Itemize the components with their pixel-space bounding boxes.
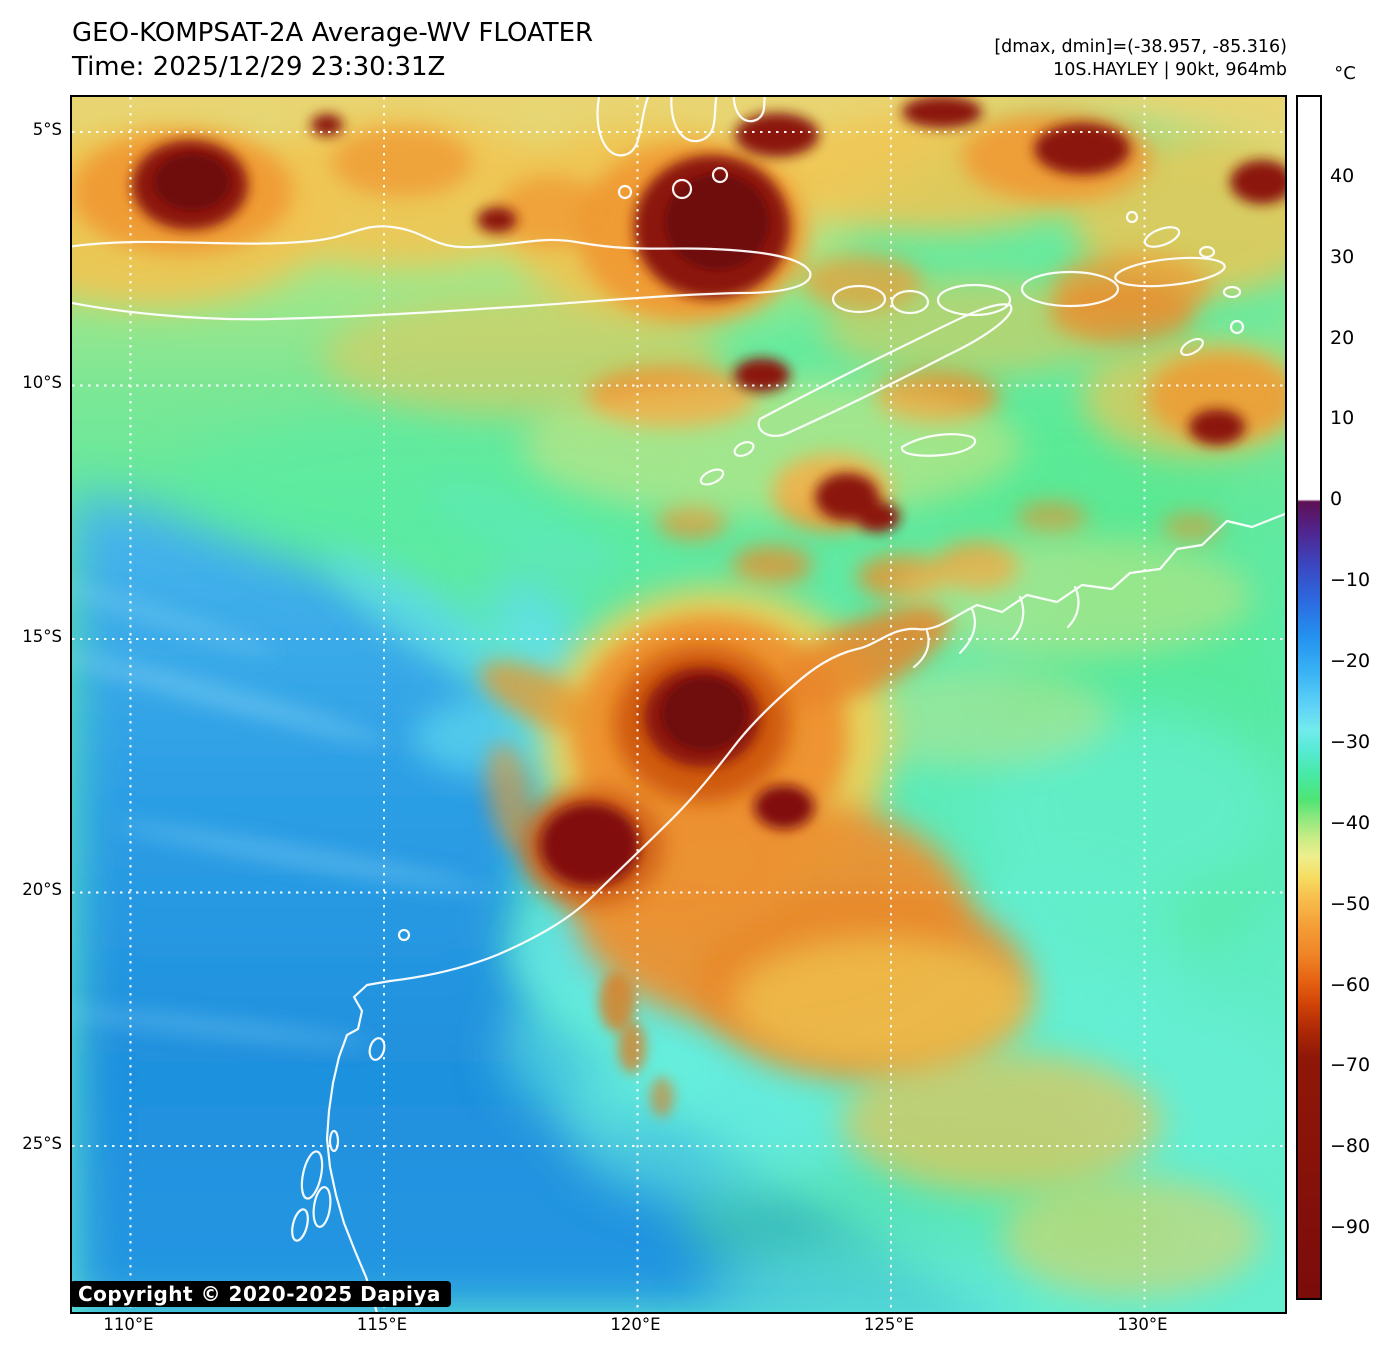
colorbar-tick: −10 bbox=[1330, 569, 1371, 592]
colorbar-tick: −20 bbox=[1330, 650, 1371, 673]
colorbar-tick: −60 bbox=[1330, 973, 1371, 996]
title-block: GEO-KOMPSAT-2A Average-WV FLOATER Time: … bbox=[72, 16, 593, 85]
lat-tick-label: 15°S bbox=[22, 626, 62, 646]
colorbar-tick: −80 bbox=[1330, 1135, 1371, 1158]
lon-tick-label: 110°E bbox=[103, 1315, 154, 1334]
lon-tick-label: 115°E bbox=[356, 1315, 408, 1334]
colorbar bbox=[1296, 95, 1322, 1300]
annotation-block: [dmax, dmin]=(-38.957, -85.316) 10S.HAYL… bbox=[994, 36, 1287, 82]
page-title: GEO-KOMPSAT-2A Average-WV FLOATER bbox=[72, 18, 594, 48]
lon-tick-label: 120°E bbox=[610, 1315, 661, 1334]
colorbar-tick: 20 bbox=[1330, 326, 1355, 349]
lon-tick-label: 130°E bbox=[1117, 1315, 1168, 1334]
cyclone-hayley bbox=[480, 587, 1262, 1297]
map-panel bbox=[70, 95, 1287, 1314]
colorbar-tick: −30 bbox=[1330, 730, 1371, 753]
colorbar-tick: −90 bbox=[1330, 1216, 1371, 1239]
colorbar-tick: −50 bbox=[1330, 892, 1371, 915]
dmax-dmin-annotation: [dmax, dmin]=(-38.957, -85.316) bbox=[994, 37, 1287, 57]
colorbar-tick-labels: 40 30 20 10 0 −10 −20 −30 −40 −50 −60 −70 −80 −90 bbox=[1330, 95, 1386, 1300]
colorbar-unit-label: °C bbox=[1334, 63, 1356, 84]
copyright-badge: Copyright © 2020-2025 Dapiya bbox=[70, 1281, 451, 1307]
coastline-overlay bbox=[72, 97, 1285, 1312]
gridlines bbox=[72, 97, 1285, 1312]
colorbar-tick: 40 bbox=[1330, 164, 1355, 187]
lat-tick-label: 10°S bbox=[22, 373, 62, 393]
colorbar-tick: 10 bbox=[1330, 407, 1355, 430]
lat-tick-label: 5°S bbox=[32, 119, 62, 139]
satellite-image bbox=[72, 97, 1285, 1312]
lat-tick-label: 25°S bbox=[22, 1133, 62, 1153]
longitude-axis: 110°E 115°E 120°E 125°E 130°E bbox=[70, 1315, 1283, 1341]
timestamp: Time: 2025/12/29 23:30:31Z bbox=[72, 52, 446, 83]
latitude-axis: 5°S 10°S 15°S 20°S 25°S bbox=[0, 95, 62, 1310]
colorbar-tick: −40 bbox=[1330, 811, 1371, 834]
lon-tick-label: 125°E bbox=[863, 1315, 915, 1334]
colorbar-tick: −70 bbox=[1330, 1054, 1371, 1077]
colorbar-tick: 30 bbox=[1330, 245, 1355, 268]
storm-annotation: 10S.HAYLEY | 90kt, 964mb bbox=[1053, 59, 1287, 80]
lat-tick-label: 20°S bbox=[22, 880, 62, 900]
colorbar-tick: 0 bbox=[1330, 488, 1343, 511]
